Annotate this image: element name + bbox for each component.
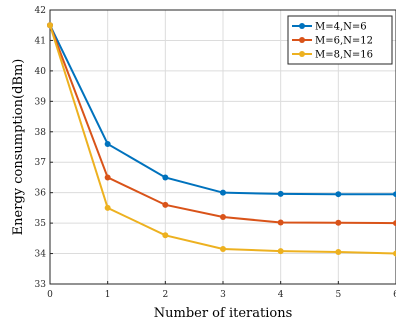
legend-swatch-marker bbox=[299, 51, 305, 57]
x-tick-label: 2 bbox=[162, 290, 168, 300]
series-1-point bbox=[335, 191, 342, 198]
y-axis-ticks: 33 34 35 36 37 38 39 40 41 42 bbox=[35, 6, 53, 290]
x-tick-label: 6 bbox=[393, 290, 396, 300]
x-tick-label: 1 bbox=[105, 290, 111, 300]
y-tick-label: 40 bbox=[35, 67, 47, 77]
y-tick-label: 38 bbox=[35, 128, 47, 138]
y-tick-label: 33 bbox=[35, 280, 47, 290]
y-tick-label: 36 bbox=[35, 189, 47, 199]
legend-swatch-marker bbox=[299, 37, 305, 43]
y-tick-label: 37 bbox=[35, 158, 47, 168]
series-2-point bbox=[162, 201, 169, 208]
y-tick-label: 41 bbox=[35, 36, 46, 46]
x-tick-label: 3 bbox=[220, 290, 226, 300]
series-3-point bbox=[335, 249, 342, 256]
series-3-point bbox=[104, 204, 111, 211]
series-2-point bbox=[104, 174, 111, 181]
series-1-point bbox=[162, 174, 169, 181]
series-3-point bbox=[277, 248, 284, 255]
y-axis-label: Energy consumption(dBm) bbox=[11, 59, 26, 236]
series-1-point bbox=[104, 140, 111, 147]
x-axis-ticks: 0 1 2 3 4 5 6 bbox=[47, 281, 396, 300]
series-2-point bbox=[220, 214, 226, 221]
x-tick-label: 4 bbox=[278, 290, 284, 300]
series-2-point bbox=[335, 219, 342, 226]
series-2-point bbox=[277, 219, 284, 226]
series-3-point bbox=[162, 232, 169, 239]
series-1-point bbox=[393, 191, 396, 198]
y-tick-label: 34 bbox=[35, 250, 47, 260]
series-1-point bbox=[220, 189, 226, 196]
x-tick-label: 5 bbox=[335, 290, 341, 300]
y-tick-label: 42 bbox=[35, 6, 46, 16]
x-axis-label: Number of iterations bbox=[154, 306, 293, 321]
series-3-point bbox=[220, 245, 226, 252]
x-tick-label: 0 bbox=[47, 290, 53, 300]
y-tick-label: 39 bbox=[35, 97, 47, 107]
legend-entry-label: M=8,N=16 bbox=[315, 50, 373, 61]
legend-entry-label: M=4,N=6 bbox=[315, 22, 367, 33]
series-3-point bbox=[393, 250, 396, 257]
legend-entry-label: M=6,N=12 bbox=[315, 36, 373, 47]
series-3-point bbox=[47, 22, 53, 29]
legend: M=4,N=6 M=6,N=12 M=8,N=16 bbox=[287, 15, 393, 65]
data-series bbox=[47, 22, 396, 257]
y-tick-label: 35 bbox=[35, 219, 47, 229]
series-1-point bbox=[277, 190, 284, 197]
series-2-point bbox=[393, 220, 396, 227]
legend-swatch-marker bbox=[299, 23, 305, 29]
